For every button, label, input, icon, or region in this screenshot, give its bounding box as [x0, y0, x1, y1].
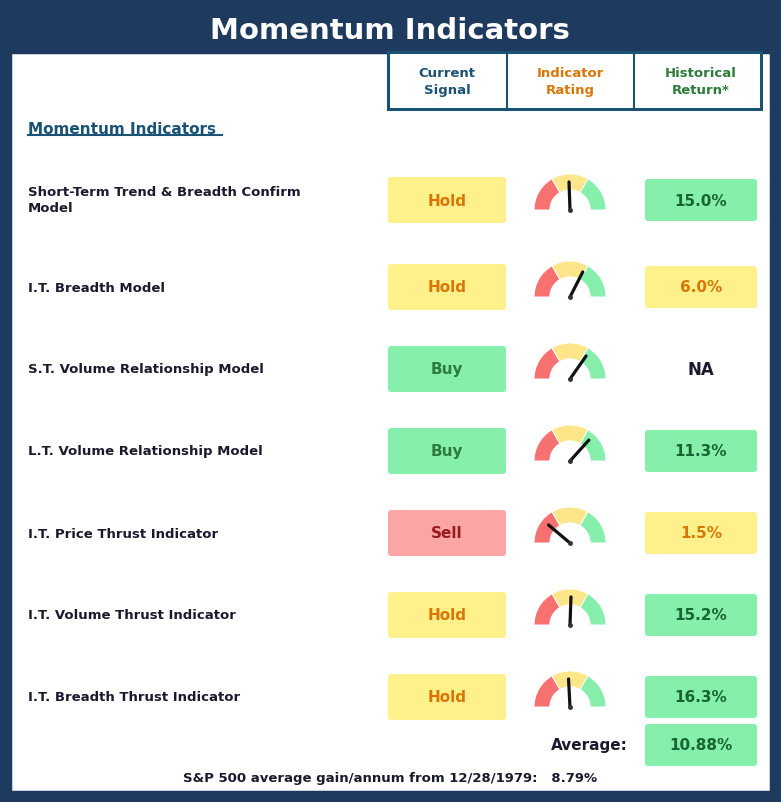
Wedge shape: [580, 512, 606, 543]
FancyBboxPatch shape: [645, 724, 757, 766]
Text: Indicator
Rating: Indicator Rating: [537, 67, 604, 96]
Text: Hold: Hold: [427, 608, 466, 622]
Wedge shape: [580, 431, 606, 461]
Text: Buy: Buy: [431, 362, 463, 377]
FancyBboxPatch shape: [10, 53, 771, 792]
Text: Hold: Hold: [427, 193, 466, 209]
FancyBboxPatch shape: [645, 594, 757, 636]
FancyBboxPatch shape: [388, 346, 506, 392]
Text: Momentum Indicators: Momentum Indicators: [210, 17, 570, 45]
Text: 10.88%: 10.88%: [669, 738, 733, 752]
Wedge shape: [552, 343, 588, 362]
Text: Short-Term Trend & Breadth Confirm
Model: Short-Term Trend & Breadth Confirm Model: [28, 186, 301, 215]
Text: I.T. Price Thrust Indicator: I.T. Price Thrust Indicator: [28, 527, 218, 540]
Wedge shape: [552, 671, 588, 690]
Text: 15.0%: 15.0%: [675, 193, 727, 209]
FancyBboxPatch shape: [388, 592, 506, 638]
Text: Sell: Sell: [431, 526, 463, 541]
Text: Momentum Indicators: Momentum Indicators: [28, 123, 216, 137]
Text: 15.2%: 15.2%: [675, 608, 727, 622]
FancyBboxPatch shape: [388, 178, 506, 224]
Text: I.T. Breadth Thrust Indicator: I.T. Breadth Thrust Indicator: [28, 691, 240, 703]
Text: Historical
Return*: Historical Return*: [665, 67, 737, 96]
FancyBboxPatch shape: [645, 180, 757, 221]
Text: Current
Signal: Current Signal: [419, 67, 476, 96]
FancyBboxPatch shape: [645, 431, 757, 472]
Wedge shape: [534, 676, 560, 707]
Text: NA: NA: [687, 361, 715, 379]
Wedge shape: [534, 266, 560, 298]
Text: 11.3%: 11.3%: [675, 444, 727, 459]
FancyBboxPatch shape: [388, 53, 761, 110]
FancyBboxPatch shape: [388, 428, 506, 475]
Text: S&P 500 average gain/annum from 12/28/1979:   8.79%: S&P 500 average gain/annum from 12/28/19…: [183, 772, 597, 784]
Text: Hold: Hold: [427, 280, 466, 295]
Wedge shape: [552, 175, 588, 193]
Text: 6.0%: 6.0%: [680, 280, 722, 295]
FancyBboxPatch shape: [645, 267, 757, 309]
FancyBboxPatch shape: [645, 512, 757, 554]
Wedge shape: [580, 266, 606, 298]
Wedge shape: [534, 348, 560, 379]
FancyBboxPatch shape: [388, 674, 506, 720]
Text: I.T. Breadth Model: I.T. Breadth Model: [28, 282, 165, 294]
FancyBboxPatch shape: [388, 510, 506, 557]
Text: 16.3%: 16.3%: [675, 690, 727, 705]
Wedge shape: [580, 180, 606, 211]
Wedge shape: [552, 261, 588, 280]
Text: Buy: Buy: [431, 444, 463, 459]
Wedge shape: [534, 180, 560, 211]
Wedge shape: [552, 426, 588, 444]
FancyBboxPatch shape: [10, 10, 771, 51]
Text: Hold: Hold: [427, 690, 466, 705]
Wedge shape: [534, 512, 560, 543]
Text: I.T. Volume Thrust Indicator: I.T. Volume Thrust Indicator: [28, 609, 236, 622]
Text: S.T. Volume Relationship Model: S.T. Volume Relationship Model: [28, 363, 264, 376]
Wedge shape: [534, 431, 560, 461]
Wedge shape: [534, 594, 560, 626]
FancyBboxPatch shape: [388, 265, 506, 310]
Wedge shape: [580, 348, 606, 379]
Wedge shape: [580, 594, 606, 626]
Text: 1.5%: 1.5%: [680, 526, 722, 541]
Text: Average:: Average:: [551, 738, 628, 752]
Text: L.T. Volume Relationship Model: L.T. Volume Relationship Model: [28, 445, 262, 458]
Wedge shape: [580, 676, 606, 707]
FancyBboxPatch shape: [645, 676, 757, 718]
Wedge shape: [552, 589, 588, 608]
Wedge shape: [552, 508, 588, 526]
